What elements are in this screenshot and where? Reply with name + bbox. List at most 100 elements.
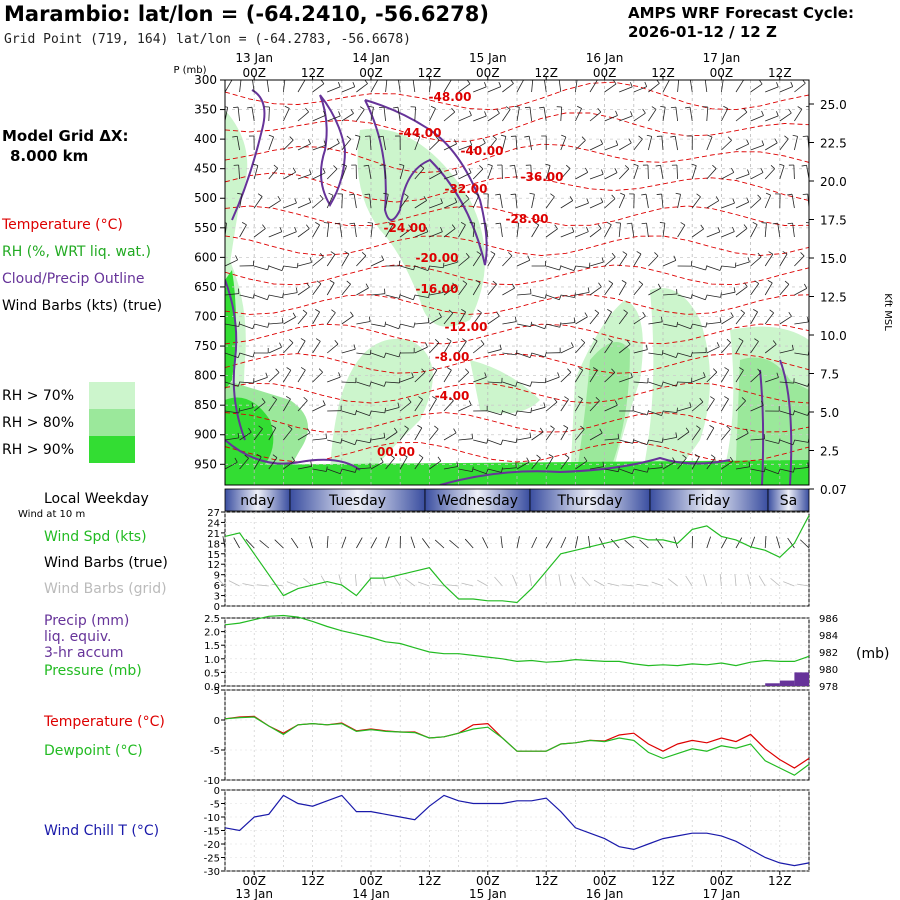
wc-date-label: 14 Jan <box>352 887 390 900</box>
wind-barb-flag <box>430 105 436 109</box>
wind-grid-barb <box>286 581 299 587</box>
wind-barb <box>414 322 429 325</box>
wind-barb-flag <box>432 367 438 371</box>
wind-barb <box>575 369 584 383</box>
wind-barb <box>238 165 240 180</box>
wind-barb-flag <box>349 222 355 225</box>
wind-barb <box>560 346 574 354</box>
wind-barb-flag <box>258 425 263 430</box>
wind-barb <box>735 143 749 151</box>
wind-barb <box>589 228 602 238</box>
cs-y2tick-label: 5.0 <box>820 406 839 420</box>
precip-ytick-label: 1.0 <box>204 655 220 666</box>
wind-chill-ytick-label: -10 <box>204 813 220 824</box>
wind-barb <box>750 468 765 473</box>
wind-barb <box>750 115 764 122</box>
wind-barb <box>312 404 326 412</box>
wind-barb-flag <box>322 400 326 406</box>
wind-barb-flag <box>440 198 443 204</box>
wind-barb <box>575 428 585 441</box>
isotherm-6 <box>225 264 809 286</box>
wind-barb <box>633 86 647 93</box>
wind-barb-flag <box>310 461 313 467</box>
cs-ytick-label: 550 <box>194 221 217 235</box>
wind-barb-flag <box>363 164 369 167</box>
wind-barb-flag <box>777 468 781 474</box>
wind-barb <box>604 115 618 122</box>
wind-barb <box>721 428 731 441</box>
wind-speed-ytick-label: 27 <box>207 508 220 519</box>
wind-barb <box>808 468 809 469</box>
wind-10m-barb <box>274 539 284 549</box>
wind-barb <box>735 312 745 325</box>
wind-barb <box>268 457 278 470</box>
wind-barb-flag <box>291 456 296 462</box>
wind-barb <box>604 311 612 325</box>
precip-label-2: liq. equiv. <box>44 629 112 645</box>
wind-barb-flag <box>644 81 648 87</box>
wind-grid-barb <box>581 576 591 587</box>
wind-barb <box>794 255 805 267</box>
wind-barb-flag <box>675 352 679 358</box>
wind-barb-flag <box>334 339 339 345</box>
wind-barb <box>414 457 424 470</box>
wind-barb <box>487 349 502 354</box>
cs-y2tick-label: 17.5 <box>820 214 847 228</box>
wind-barb-flag <box>524 106 531 109</box>
wind-barb <box>297 80 306 93</box>
wind-barb <box>735 369 744 383</box>
wind-barb-flag <box>262 224 266 229</box>
wind-barb-flag <box>273 164 279 169</box>
wind-barb <box>400 323 414 328</box>
wind-barb <box>531 352 546 358</box>
wind-barb <box>341 381 356 384</box>
wind-barb <box>808 382 809 383</box>
wind-barb <box>677 406 692 412</box>
wind-barb <box>677 431 690 441</box>
wind-barb <box>400 265 414 271</box>
wind-barb <box>283 231 297 238</box>
wind-barb-flag <box>383 432 386 438</box>
wind-barb <box>794 136 798 151</box>
wind-speed-ytick-label: 21 <box>207 529 220 540</box>
wind-barb-flag <box>739 367 744 371</box>
wind-barb <box>706 107 709 122</box>
wind-barb <box>341 410 356 416</box>
wind-barb <box>515 136 518 151</box>
wind-grid-barb <box>770 578 781 587</box>
wind-barb-flag <box>404 425 409 430</box>
wind-barb <box>268 106 270 122</box>
wind-barb <box>414 427 423 441</box>
wind-barb <box>735 228 748 238</box>
wind-barb <box>648 83 660 93</box>
wind-barb <box>530 164 532 180</box>
wind-barb <box>604 256 616 267</box>
wind-barb <box>516 80 525 93</box>
wind-barb-flag <box>237 381 241 387</box>
wind-barb <box>443 261 458 267</box>
wind-barb-flag <box>571 227 575 232</box>
wind-barb <box>268 322 283 325</box>
isotherm-10 <box>225 382 809 404</box>
wind-barb <box>382 136 386 151</box>
legend-rh70-swatch <box>89 382 135 409</box>
wc-xtick-label: 00Z <box>476 874 500 888</box>
wind-barb <box>253 228 266 238</box>
wind-10m-barb <box>385 536 390 549</box>
wind-barb <box>648 321 663 325</box>
wind-barb <box>239 352 254 358</box>
wind-barb <box>429 292 444 296</box>
wind-barb <box>794 467 809 470</box>
wind-barb <box>677 352 692 358</box>
wind-barb <box>589 201 603 209</box>
wind-barb-flag <box>730 312 734 317</box>
wind-barb-flag <box>580 425 585 430</box>
isotherm-label: -40.00 <box>461 144 504 158</box>
wind-barb <box>283 342 294 354</box>
wind-barb-flag <box>659 222 665 224</box>
wind-speed-label: Wind Spd (kts) <box>44 529 147 545</box>
wind-barb-flag <box>337 82 341 87</box>
weekday-label: Sa <box>780 493 797 509</box>
wind-barb <box>691 428 701 441</box>
wind-barb-flag <box>724 396 729 400</box>
